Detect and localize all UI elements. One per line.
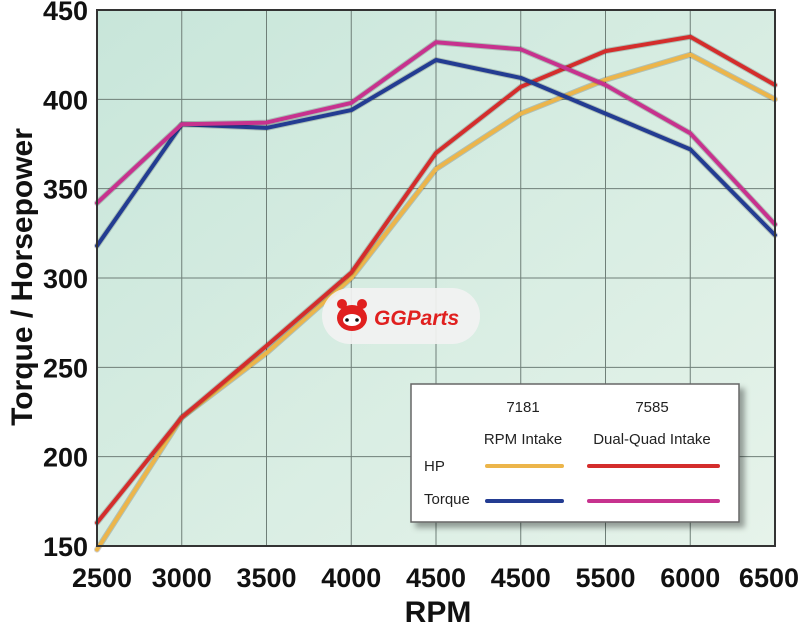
series-line-torque-7585 bbox=[95, 40, 777, 227]
x-tick-label: 6000 bbox=[660, 563, 720, 593]
y-tick-labels: 150 200 250 300 350 400 450 bbox=[43, 0, 88, 562]
y-tick-label: 400 bbox=[43, 85, 88, 115]
watermark-text: GGParts bbox=[374, 307, 459, 330]
x-tick-label: 4500 bbox=[406, 563, 466, 593]
x-tick-label: 6500 bbox=[739, 563, 799, 593]
legend-col2-line2: Dual-Quad Intake bbox=[593, 431, 711, 448]
y-tick-label: 150 bbox=[43, 532, 88, 562]
x-tick-label: 2500 bbox=[72, 563, 132, 593]
x-tick-label: 3000 bbox=[152, 563, 212, 593]
y-axis-title: Torque / Horsepower bbox=[6, 128, 39, 426]
plot-border bbox=[96, 9, 776, 547]
legend-row-torque: Torque bbox=[424, 491, 470, 508]
x-tick-label: 3500 bbox=[236, 563, 296, 593]
y-tick-label: 250 bbox=[43, 353, 88, 383]
y-tick-label: 450 bbox=[43, 0, 88, 26]
legend-col1-line2: RPM Intake bbox=[484, 431, 562, 448]
x-tick-label: 4000 bbox=[321, 563, 381, 593]
legend-col1-line1: 7181 bbox=[506, 399, 539, 416]
x-tick-label: 5500 bbox=[575, 563, 635, 593]
series-line-hp-7585 bbox=[95, 34, 777, 525]
x-axis-title: RPM bbox=[405, 596, 472, 627]
x-tick-label: 4500 bbox=[491, 563, 551, 593]
y-tick-label: 300 bbox=[43, 264, 88, 294]
watermark: GGParts bbox=[322, 288, 480, 344]
legend-col2-line1: 7585 bbox=[635, 399, 668, 416]
y-tick-label: 350 bbox=[43, 175, 88, 205]
x-tick-labels: 2500 3000 3500 4000 4500 4500 5500 6000 6500 bbox=[72, 563, 799, 593]
series-lines bbox=[94, 33, 778, 553]
y-tick-label: 200 bbox=[43, 443, 88, 473]
legend-row-hp: HP bbox=[424, 458, 445, 475]
legend: 7181 RPM Intake 7585 Dual-Quad Intake HP… bbox=[410, 383, 740, 523]
gg-mascot-icon bbox=[337, 299, 367, 331]
